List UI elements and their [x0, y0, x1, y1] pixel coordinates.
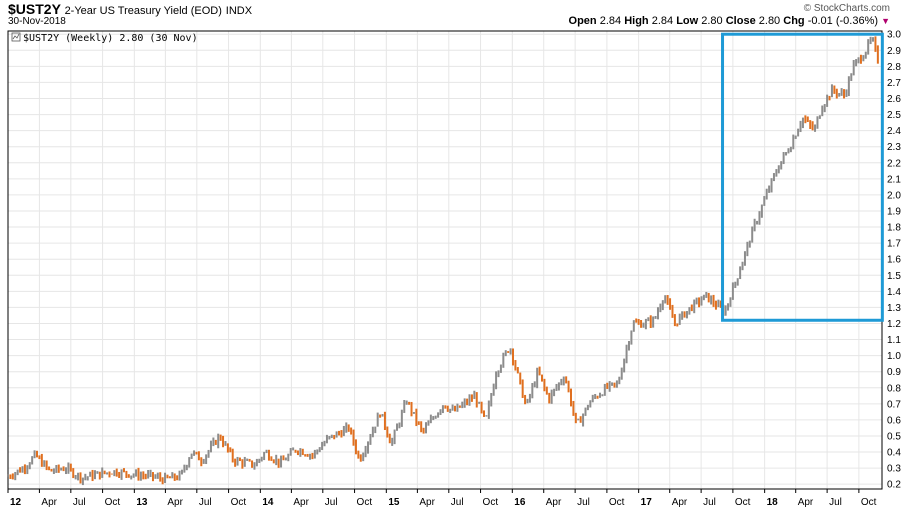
y-tick-label: 1.2	[887, 319, 901, 330]
y-tick-label: 2.9	[887, 46, 901, 57]
symbol: $UST2Y	[8, 1, 61, 17]
x-tick-label: Apr	[293, 497, 309, 508]
close-value: 2.80	[758, 15, 781, 27]
y-tick-label: 0.7	[887, 399, 901, 410]
legend-line-icon	[12, 33, 20, 40]
y-tick-label: 1.8	[887, 223, 901, 234]
down-arrow-icon: ▼	[881, 16, 890, 26]
x-tick-label: Jul	[451, 497, 464, 508]
x-tick-label: Jul	[73, 497, 86, 508]
x-tick-label: Apr	[41, 497, 57, 508]
y-tick-label: 1.3	[887, 303, 901, 314]
chg-value: -0.01 (-0.36%)	[807, 15, 879, 27]
legend: $UST2Y (Weekly) 2.80 (30 Nov)	[11, 32, 198, 44]
y-tick-label: 2.5	[887, 110, 901, 121]
y-tick-label: 1.5	[887, 271, 901, 282]
y-tick-label: 2.6	[887, 94, 901, 105]
x-tick-label: Apr	[672, 497, 688, 508]
y-tick-label: 0.9	[887, 367, 901, 378]
y-tick-label: 2.4	[887, 126, 901, 137]
y-tick-label: 0.8	[887, 383, 901, 394]
y-tick-label: 0.2	[887, 480, 901, 491]
quote-summary: Open 2.84 High 2.84 Low 2.80 Close 2.80 …	[569, 15, 890, 27]
brand-watermark: © StockCharts.com	[803, 3, 890, 14]
high-label: High	[624, 15, 649, 27]
symbol-description: 2-Year US Treasury Yield (EOD)	[64, 5, 222, 17]
x-tick-label: 13	[136, 497, 148, 508]
y-tick-label: 2.0	[887, 190, 901, 201]
open-label: Open	[568, 15, 597, 27]
x-tick-label: Oct	[105, 497, 121, 508]
x-tick-label: Apr	[419, 497, 435, 508]
x-tick-label: Jul	[703, 497, 716, 508]
x-tick-label: Jul	[199, 497, 212, 508]
y-tick-label: 0.4	[887, 448, 901, 459]
x-tick-label: Oct	[735, 497, 751, 508]
x-tick-label: Apr	[546, 497, 562, 508]
x-tick-label: Oct	[483, 497, 499, 508]
y-tick-label: 1.1	[887, 335, 901, 346]
x-tick-label: Jul	[325, 497, 338, 508]
y-tick-label: 1.9	[887, 206, 901, 217]
y-tick-label: 1.7	[887, 239, 901, 250]
highlight-rectangle	[721, 32, 884, 322]
chg-label: Chg	[783, 15, 805, 27]
x-tick-label: Apr	[798, 497, 814, 508]
legend-label: $UST2Y (Weekly) 2.80 (30 Nov)	[23, 33, 198, 44]
x-tick-label: Oct	[609, 497, 625, 508]
low-label: Low	[676, 15, 699, 27]
legend-swatch-icon	[11, 32, 21, 42]
exchange-label: INDX	[225, 5, 253, 17]
y-tick-label: 1.6	[887, 255, 901, 266]
low-value: 2.80	[701, 15, 723, 27]
x-tick-label: Jul	[577, 497, 590, 508]
x-tick-label: 18	[767, 497, 779, 508]
chart-header: $UST2Y 2-Year US Treasury Yield (EOD) IN…	[0, 0, 912, 28]
y-tick-label: 3.0	[887, 30, 901, 41]
price-bars	[7, 36, 879, 486]
y-tick-label: 0.3	[887, 464, 901, 475]
x-tick-label: 17	[641, 497, 653, 508]
x-tick-label: 16	[514, 497, 526, 508]
close-label: Close	[725, 15, 756, 27]
y-tick-label: 2.3	[887, 142, 901, 153]
x-tick-label: Oct	[231, 497, 247, 508]
symbol-title: $UST2Y 2-Year US Treasury Yield (EOD) IN…	[8, 1, 252, 17]
x-tick-label: 15	[388, 497, 400, 508]
high-value: 2.84	[651, 15, 674, 27]
y-tick-label: 2.2	[887, 158, 901, 169]
x-tick-label: Apr	[167, 497, 183, 508]
y-tick-label: 0.5	[887, 431, 901, 442]
y-tick-label: 2.7	[887, 78, 901, 89]
open-value: 2.84	[599, 15, 622, 27]
x-tick-label: Oct	[357, 497, 373, 508]
x-tick-label: Oct	[861, 497, 877, 508]
y-tick-label: 2.8	[887, 62, 901, 73]
date-label: 30-Nov-2018	[8, 16, 66, 27]
y-axis: 0.2 0.3 0.4 0.5 0.6 0.7 0.8 0.9 1.0 1.1 1.2 1.3 1.4 1…	[887, 30, 901, 491]
y-tick-label: 1.4	[887, 287, 901, 298]
x-tick-label: 14	[262, 497, 274, 508]
grid	[7, 31, 882, 489]
y-tick-label: 1.0	[887, 351, 901, 362]
y-tick-label: 0.6	[887, 415, 901, 426]
x-tick-label: 12	[10, 497, 22, 508]
x-axis: 12 Apr Jul Oct 13 Apr Jul Oct 14 Apr Jul Oct 15 Apr Ju…	[7, 489, 877, 508]
y-tick-label: 2.1	[887, 174, 901, 185]
x-tick-label: Jul	[829, 497, 842, 508]
